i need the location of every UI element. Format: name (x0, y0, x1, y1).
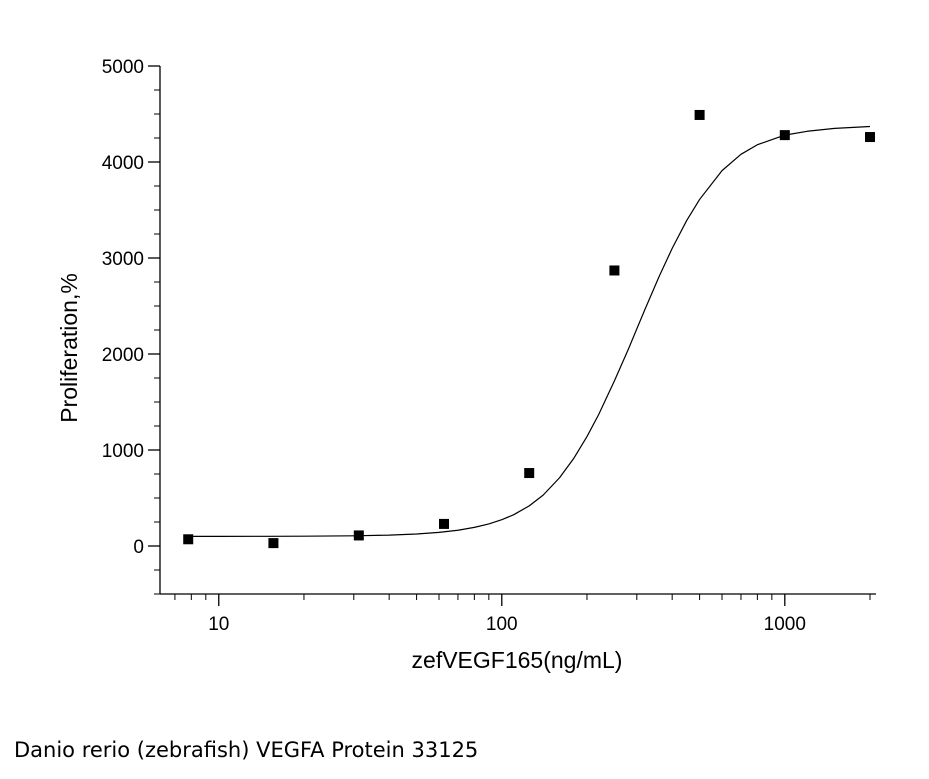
data-point (353, 530, 364, 541)
y-tick-label: 0 (133, 537, 144, 558)
y-tick-label: 4000 (102, 153, 144, 174)
data-point (865, 132, 876, 143)
data-point (268, 538, 279, 549)
data-point (609, 265, 620, 276)
x-axis-title: zefVEGF165(ng/mL) (412, 647, 623, 673)
data-point (183, 534, 194, 545)
x-tick-label: 1000 (764, 614, 806, 635)
data-point (694, 109, 705, 120)
figure-caption: Danio rerio (zebrafish) VEGFA Protein 33… (14, 738, 479, 762)
y-tick-label: 5000 (102, 57, 144, 78)
y-tick-label: 3000 (102, 249, 144, 270)
data-points-layer (183, 109, 876, 549)
y-tick-label: 1000 (102, 441, 144, 462)
fit-curve-layer (188, 125, 871, 537)
data-point (779, 130, 790, 141)
x-tick-label: 10 (208, 614, 229, 635)
y-tick-label: 2000 (102, 345, 144, 366)
y-axis-title: Proliferation,% (56, 273, 82, 423)
data-point (524, 468, 535, 479)
x-tick-label: 100 (486, 614, 518, 635)
data-point (439, 518, 450, 529)
axes (159, 66, 876, 595)
fit-curve (188, 125, 871, 537)
ticks: 0 1000 2000 3000 4000 5000 10 100 1000 (102, 57, 871, 635)
